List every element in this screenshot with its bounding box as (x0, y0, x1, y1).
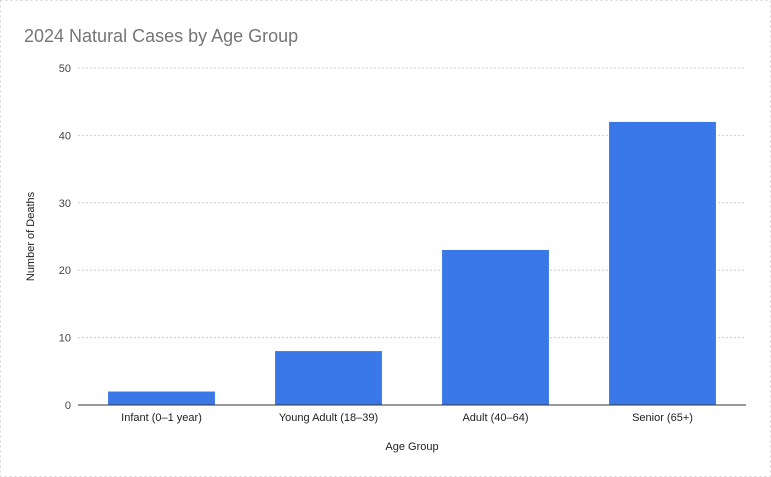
y-axis-title: Number of Deaths (25, 191, 37, 281)
chart-title: 2024 Natural Cases by Age Group (24, 26, 298, 46)
x-axis-title: Age Group (385, 441, 438, 453)
y-tick-label: 40 (59, 130, 71, 142)
bar (609, 121, 716, 406)
bar (108, 391, 215, 405)
bars (108, 121, 716, 406)
x-tick-label: Infant (0–1 year) (121, 412, 202, 424)
y-tick-label: 20 (59, 265, 71, 277)
x-tick-label: Senior (65+) (632, 412, 693, 424)
x-tick-label: Adult (40–64) (462, 412, 528, 424)
y-tick-label: 10 (59, 333, 71, 345)
bar (442, 249, 549, 405)
x-tick-label: Young Adult (18–39) (279, 412, 378, 424)
y-axis-ticks: 0 10 20 30 40 50 (59, 63, 71, 412)
y-tick-label: 0 (65, 400, 71, 412)
bar (275, 351, 382, 405)
x-axis-categories: Infant (0–1 year) Young Adult (18–39) Adul… (121, 412, 693, 424)
y-tick-label: 30 (59, 198, 71, 210)
y-tick-label: 50 (59, 63, 71, 75)
